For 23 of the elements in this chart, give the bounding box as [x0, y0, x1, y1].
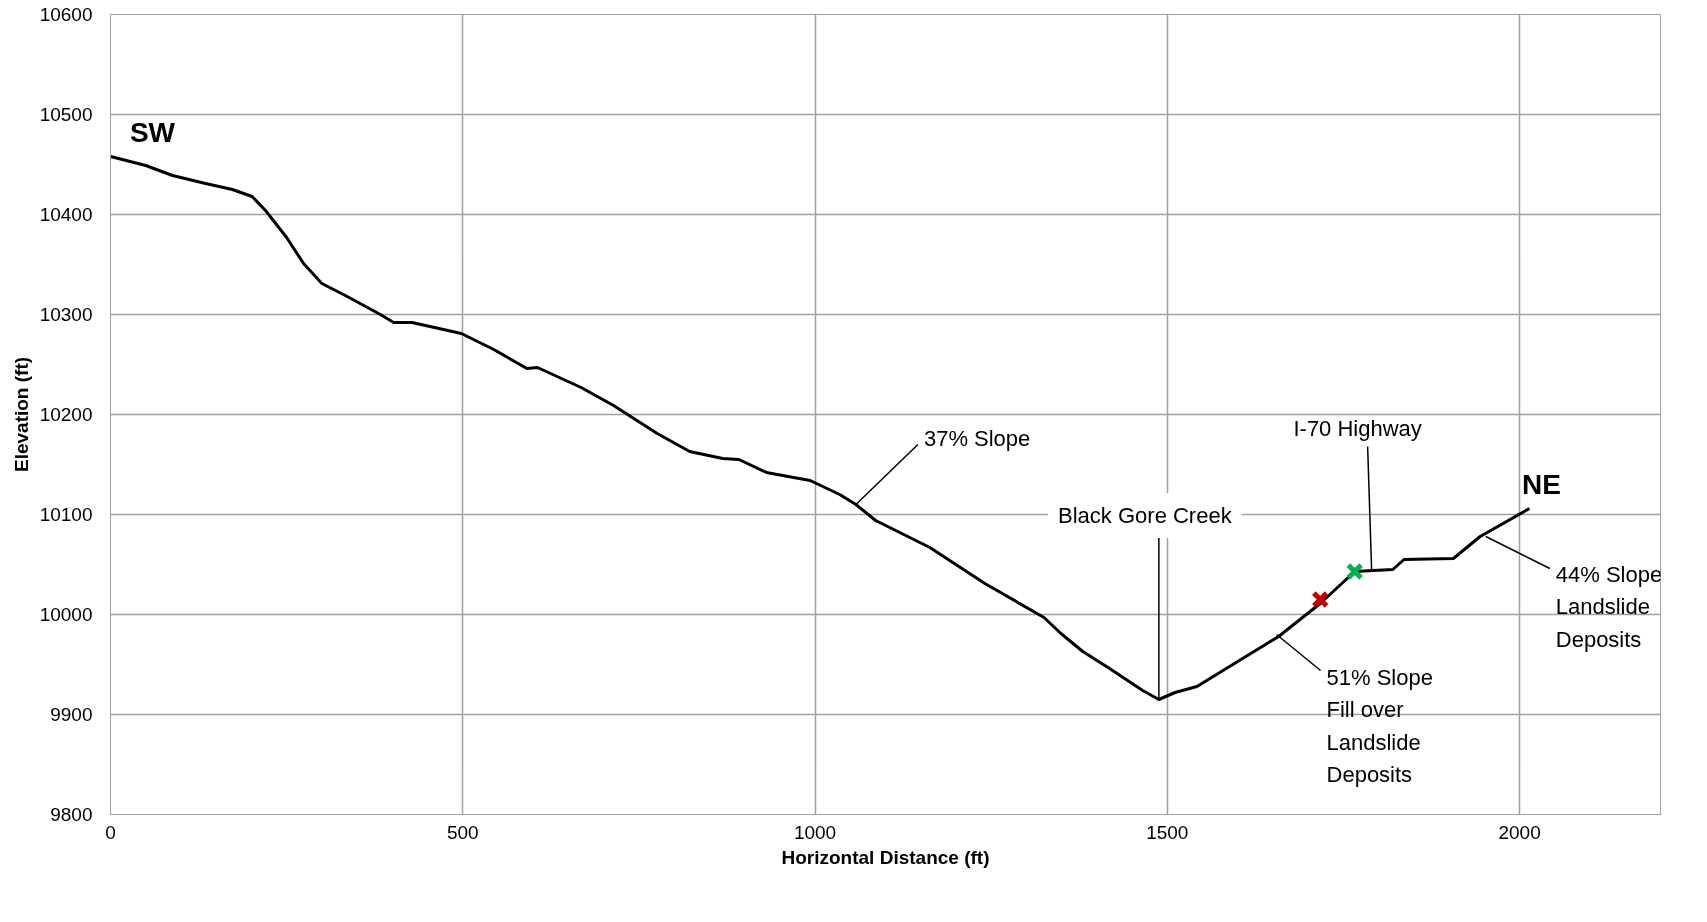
x-tick-label: 2000	[1498, 821, 1541, 843]
y-tick-label: 10000	[39, 604, 93, 625]
x-tick-label: 0	[105, 821, 116, 843]
annotation: Black Gore Creek	[1058, 503, 1233, 528]
y-tick-label: 10400	[39, 204, 93, 225]
y-axis-title: Elevation (ft)	[10, 356, 32, 473]
y-tick-label: 9900	[50, 704, 93, 725]
y-tick-label: 9800	[50, 804, 93, 825]
x-tick-label: 500	[446, 821, 479, 843]
annotation: I-70 Highway	[1293, 416, 1422, 441]
annotation: NE	[1522, 469, 1561, 500]
annotation: 44% Slope Landslide Deposits	[1555, 561, 1663, 652]
annotation: 37% Slope	[923, 426, 1031, 451]
annotation: SW	[129, 117, 176, 148]
y-tick-label: 10500	[39, 104, 93, 125]
annotation: 51% Slope Fill over Landslide Deposits	[1326, 664, 1433, 787]
x-tick-label: 1000	[793, 821, 837, 843]
y-tick-label: 10100	[39, 504, 93, 525]
y-tick-label: 10600	[39, 4, 93, 25]
y-tick-label: 10300	[39, 304, 93, 325]
x-axis-title: Horizontal Distance (ft)	[781, 846, 990, 868]
y-tick-label: 10200	[39, 404, 93, 425]
x-tick-label: 1500	[1146, 821, 1189, 843]
